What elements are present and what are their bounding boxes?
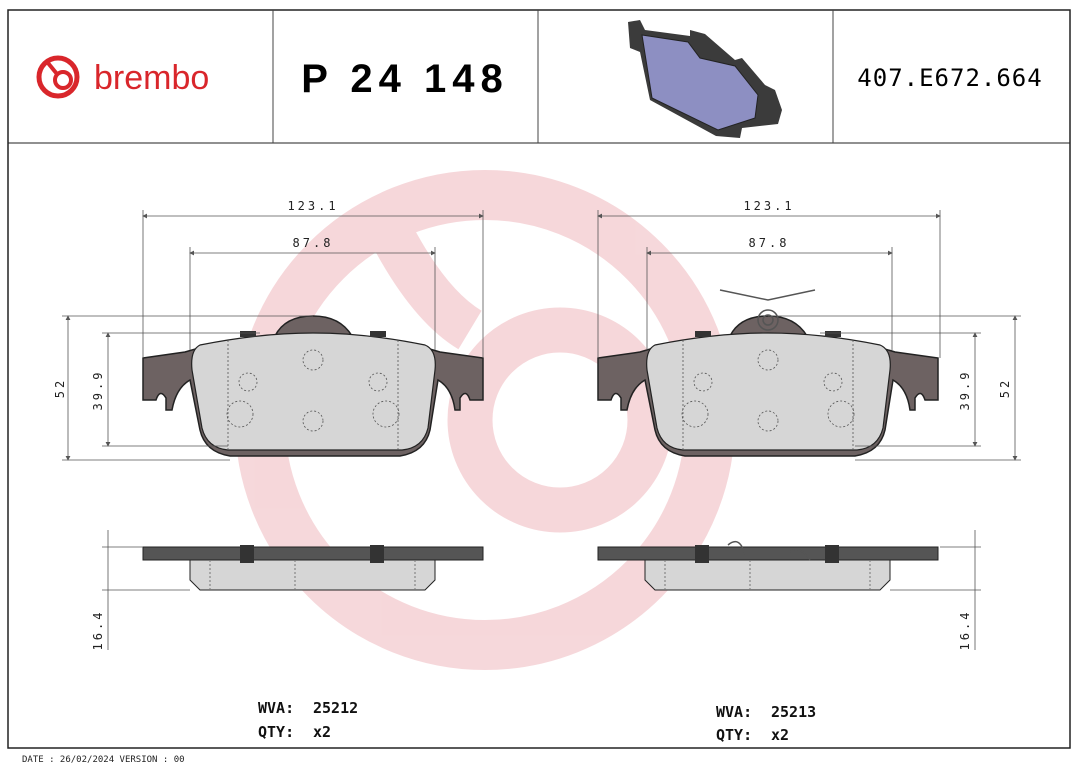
spring-clip — [719, 289, 816, 561]
dim-thickness: 16.4 — [91, 610, 105, 651]
qty-value: x2 — [313, 723, 331, 741]
dim-inner-height: 39.9 — [91, 370, 105, 411]
dim-inner-width: 87.8 — [749, 236, 790, 250]
border — [7, 9, 1071, 749]
wva-label: WVA: — [716, 703, 752, 721]
qty-label: QTY: — [258, 723, 294, 741]
wva-value: 25213 — [771, 703, 816, 721]
dim-inner-height: 39.9 — [958, 370, 972, 411]
dim-height: 52 — [998, 378, 1012, 398]
dim-inner-width: 87.8 — [293, 236, 334, 250]
brand-logo — [36, 55, 80, 99]
wva-label: WVA: — [258, 699, 294, 717]
brand: brembo — [94, 59, 209, 97]
dim-width: 123.1 — [287, 199, 338, 213]
pad-image — [628, 20, 782, 138]
dim-height: 52 — [53, 378, 67, 398]
qty-value: x2 — [771, 726, 789, 744]
dim-width: 123.1 — [743, 199, 794, 213]
wva-value: 25212 — [313, 699, 358, 717]
qty-label: QTY: — [716, 726, 752, 744]
footer: DATE : 26/02/2024 VERSION : 00 — [22, 755, 185, 765]
part-number: P 24 148 — [301, 57, 508, 101]
pad-left — [142, 315, 484, 591]
dimension-lines — [62, 210, 1021, 650]
dim-thickness: 16.4 — [958, 610, 972, 651]
code: 407.E672.664 — [857, 64, 1042, 92]
